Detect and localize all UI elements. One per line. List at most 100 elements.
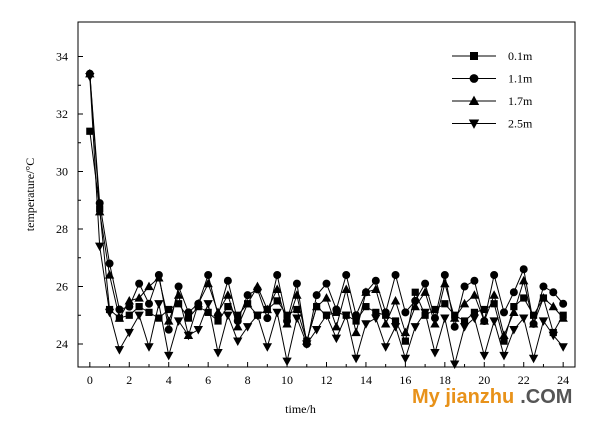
data-point bbox=[144, 343, 154, 352]
data-point bbox=[273, 270, 282, 279]
legend-label: 0.1m bbox=[508, 49, 533, 63]
data-point bbox=[342, 270, 351, 279]
x-tick-label: 12 bbox=[321, 373, 333, 387]
data-point bbox=[479, 351, 489, 361]
data-point bbox=[104, 308, 115, 318]
x-tick-label: 2 bbox=[126, 373, 132, 387]
data-point bbox=[509, 326, 519, 335]
data-point bbox=[114, 313, 125, 322]
data-point bbox=[341, 284, 351, 293]
y-axis-title: temperature/°C bbox=[23, 158, 37, 231]
data-point bbox=[135, 303, 143, 311]
legend-item: 0.1m bbox=[452, 49, 533, 63]
legend-item: 1.1m bbox=[452, 72, 533, 86]
x-tick-label: 10 bbox=[281, 373, 293, 387]
data-point bbox=[390, 296, 401, 305]
data-point bbox=[213, 349, 223, 358]
data-point bbox=[538, 293, 549, 302]
data-point bbox=[558, 343, 568, 352]
data-point bbox=[282, 319, 292, 328]
data-point bbox=[292, 290, 302, 299]
data-point bbox=[173, 317, 184, 326]
data-point bbox=[528, 319, 539, 328]
data-point bbox=[193, 298, 203, 308]
data-point bbox=[470, 276, 479, 285]
y-tick-label: 32 bbox=[56, 107, 68, 121]
data-point bbox=[351, 354, 361, 364]
data-point bbox=[311, 326, 322, 335]
data-point bbox=[262, 343, 273, 352]
data-point bbox=[391, 270, 400, 279]
data-point bbox=[519, 275, 529, 285]
data-point bbox=[559, 299, 568, 308]
data-point bbox=[440, 270, 449, 279]
legend-item: 1.7m bbox=[452, 94, 533, 108]
data-point bbox=[341, 311, 351, 321]
y-tick-label: 30 bbox=[56, 165, 68, 179]
data-point bbox=[549, 288, 558, 297]
legend-item: 2.5m bbox=[452, 117, 533, 131]
data-point bbox=[421, 279, 430, 288]
data-point bbox=[469, 290, 480, 299]
data-point bbox=[558, 313, 568, 322]
data-point bbox=[450, 313, 460, 322]
data-point bbox=[312, 291, 321, 300]
data-point bbox=[203, 278, 213, 288]
data-point bbox=[144, 299, 153, 308]
data-point bbox=[135, 279, 144, 288]
data-point bbox=[460, 282, 469, 291]
data-point bbox=[134, 311, 144, 321]
watermark-tld: .COM bbox=[520, 386, 573, 408]
data-point bbox=[420, 287, 430, 296]
legend-marker bbox=[469, 52, 478, 61]
data-point bbox=[114, 346, 125, 355]
x-axis-title: time/h bbox=[285, 402, 316, 416]
x-tick-label: 0 bbox=[87, 373, 93, 387]
data-point bbox=[282, 357, 292, 367]
data-point bbox=[322, 279, 331, 288]
data-point bbox=[528, 354, 539, 364]
data-point bbox=[223, 290, 233, 299]
data-point bbox=[469, 314, 480, 323]
data-point bbox=[361, 320, 371, 329]
data-point bbox=[164, 325, 173, 334]
data-point bbox=[459, 298, 470, 308]
data-point bbox=[331, 321, 342, 331]
data-point bbox=[400, 327, 411, 337]
data-point bbox=[174, 282, 183, 291]
x-tick-label: 4 bbox=[166, 373, 172, 387]
data-point bbox=[223, 311, 233, 321]
data-point bbox=[352, 311, 361, 320]
data-point bbox=[332, 305, 341, 314]
data-point bbox=[538, 317, 549, 326]
data-point bbox=[292, 314, 302, 323]
data-point bbox=[243, 291, 252, 300]
data-point bbox=[134, 293, 144, 302]
data-point bbox=[548, 301, 558, 311]
data-point bbox=[380, 343, 391, 352]
data-point bbox=[95, 242, 105, 252]
data-point bbox=[85, 73, 95, 82]
data-point bbox=[430, 349, 440, 358]
x-tick-label: 24 bbox=[557, 373, 569, 387]
data-point bbox=[124, 328, 134, 338]
legend-marker bbox=[469, 74, 479, 83]
data-point bbox=[411, 288, 419, 296]
data-point bbox=[371, 314, 381, 323]
data-point bbox=[233, 321, 243, 331]
data-point bbox=[86, 127, 94, 135]
data-point bbox=[361, 287, 371, 296]
data-point bbox=[262, 304, 273, 314]
x-tick-label: 8 bbox=[245, 373, 251, 387]
data-point bbox=[154, 273, 164, 282]
y-tick-label: 26 bbox=[56, 280, 68, 294]
data-point bbox=[164, 351, 174, 361]
data-point bbox=[224, 303, 232, 311]
data-point bbox=[450, 322, 459, 331]
data-point bbox=[252, 311, 263, 321]
data-point bbox=[321, 311, 332, 321]
y-tick-label: 34 bbox=[56, 50, 68, 64]
legend-label: 1.7m bbox=[508, 94, 533, 108]
data-point bbox=[440, 314, 450, 323]
